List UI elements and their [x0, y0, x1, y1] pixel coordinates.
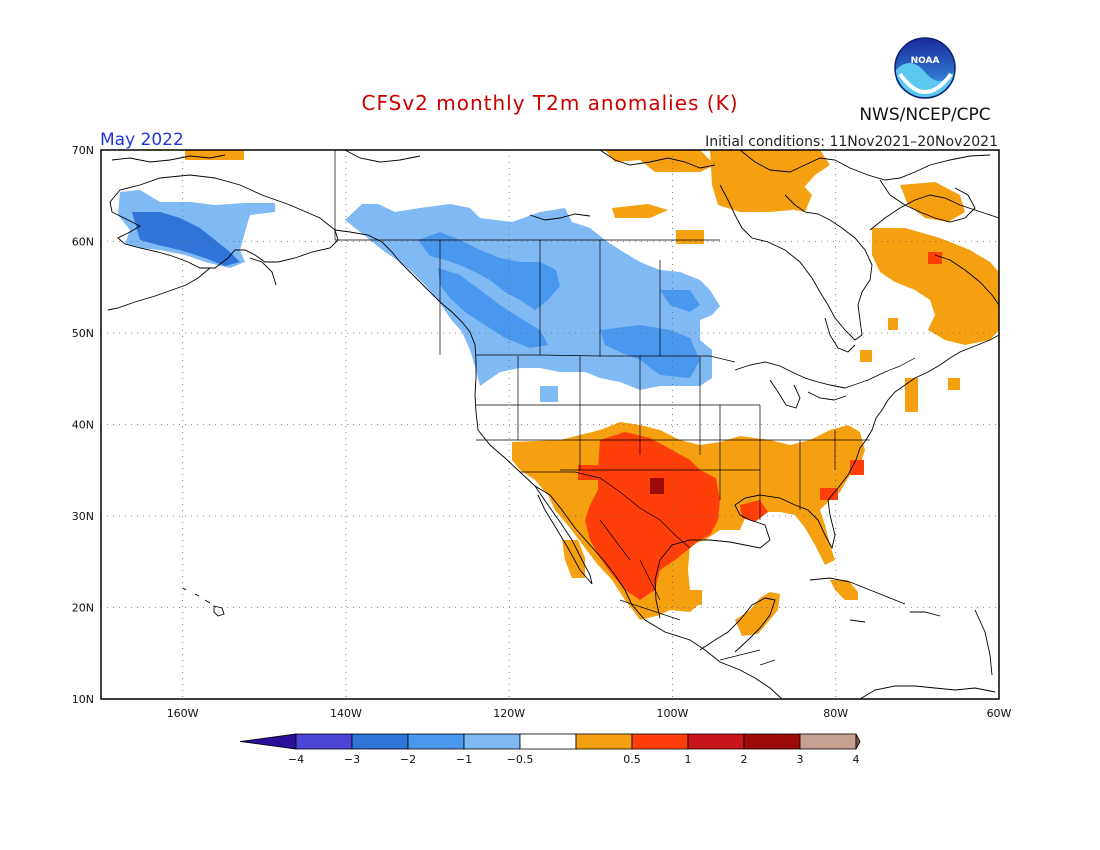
lat-tick-label: 20N [72, 602, 94, 615]
colorbar-arrow-low [239, 733, 297, 750]
political-borders [334, 150, 916, 666]
anomaly-region-positive-1 [820, 488, 838, 500]
anomaly-region-negative-1 [438, 268, 548, 348]
agency-label: NWS/NCEP/CPC [859, 105, 990, 125]
colorbar-arrow-high [855, 733, 861, 750]
anomaly-region-positive-0p5 [900, 182, 965, 222]
colorbar-tick-label: 0.5 [623, 753, 641, 766]
colorbar [239, 733, 861, 750]
colorbar-tick-label: −2 [400, 753, 416, 766]
colorbar-swatch [575, 733, 633, 750]
month-label: May 2022 [100, 130, 184, 150]
anomaly-region-positive-1 [740, 500, 768, 522]
colorbar-swatch [799, 733, 857, 750]
anomaly-region-positive-0p5 [710, 150, 830, 212]
lon-tick-label: 100W [657, 707, 689, 720]
anomaly-region-negative-1 [660, 290, 700, 312]
lat-tick-label: 70N [72, 144, 94, 157]
anomaly-region-positive-0p5 [185, 150, 244, 160]
lon-tick-label: 140W [330, 707, 362, 720]
anomaly-region-positive-3 [650, 478, 664, 494]
longitude-tick-labels: 160W 140W 120W 100W 80W 60W [167, 707, 1012, 720]
anomaly-region-negative-2 [132, 212, 240, 266]
anomaly-region-positive-0p5 [948, 378, 960, 390]
colorbar-labels: −4 −3 −2 −1 −0.5 0.5 1 2 3 4 [288, 753, 860, 766]
colorbar-swatch [463, 733, 521, 750]
anomaly-region-positive-0p5 [688, 590, 702, 605]
colorbar-swatch [407, 733, 465, 750]
anomaly-region-negative-0p5 [540, 386, 558, 402]
colorbar-tick-label: −3 [344, 753, 360, 766]
chart-title: CFSv2 monthly T2m anomalies (K) [362, 91, 739, 115]
lon-tick-label: 60W [987, 707, 1012, 720]
anomaly-region-negative-1 [418, 232, 560, 310]
anomaly-region-positive-0p5 [735, 592, 780, 636]
colorbar-tick-label: −4 [288, 753, 304, 766]
anomaly-region-positive-0p5 [780, 182, 812, 212]
colorbar-tick-label: 3 [797, 753, 804, 766]
map-frame [100, 149, 1000, 700]
lon-tick-label: 120W [493, 707, 525, 720]
lat-tick-label: 50N [72, 327, 94, 340]
colorbar-swatch [743, 733, 801, 750]
anomaly-region-negative-1 [600, 325, 700, 378]
colorbar-tick-label: 2 [741, 753, 748, 766]
lon-tick-label: 160W [167, 707, 199, 720]
anomaly-region-positive-0p5 [830, 580, 858, 600]
noaa-logo-text: NOAA [911, 56, 940, 66]
colorbar-tick-label: −0.5 [507, 753, 534, 766]
lat-tick-label: 30N [72, 510, 94, 523]
lat-tick-label: 40N [72, 419, 94, 432]
anomaly-fill-layer [118, 150, 999, 636]
anomaly-region-positive-1 [928, 252, 942, 264]
anomaly-region-positive-0p5 [872, 228, 999, 345]
lon-tick-label: 80W [823, 707, 848, 720]
colorbar-tick-label: −1 [456, 753, 472, 766]
coastlines [107, 150, 999, 699]
colorbar-swatch [687, 733, 745, 750]
colorbar-tick-label: 1 [685, 753, 692, 766]
colorbar-swatch [631, 733, 689, 750]
anomaly-region-positive-0p5 [676, 230, 704, 244]
colorbar-swatch [519, 733, 577, 750]
latitude-tick-labels: 70N 60N 50N 40N 30N 20N 10N [72, 144, 94, 706]
anomaly-region-positive-0p5 [888, 318, 898, 330]
anomaly-region-positive-0p5 [860, 350, 872, 362]
noaa-logo: NOAA [894, 37, 956, 99]
lat-tick-label: 10N [72, 693, 94, 706]
anomaly-region-positive-1 [578, 465, 600, 480]
colorbar-swatch [295, 733, 353, 750]
initial-conditions-label: Initial conditions: 11Nov2021–20Nov2021 [705, 134, 998, 150]
anomaly-region-positive-0p5 [612, 204, 668, 218]
anomaly-region-positive-0p5 [905, 378, 918, 412]
lat-tick-label: 60N [72, 236, 94, 249]
anomaly-region-positive-1 [585, 432, 720, 600]
anomaly-region-positive-0p5 [605, 150, 715, 172]
colorbar-tick-label: 4 [853, 753, 860, 766]
colorbar-swatch [351, 733, 409, 750]
